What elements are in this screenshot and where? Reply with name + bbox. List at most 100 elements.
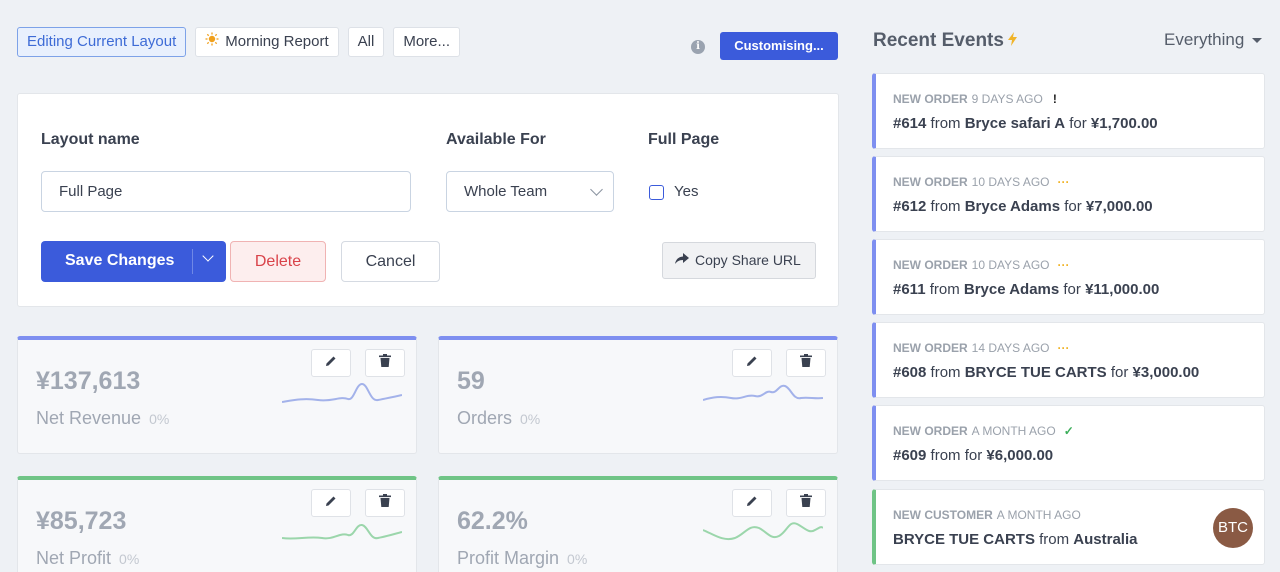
- layout-tabs: Editing Current Layout Morning Report Al…: [17, 27, 461, 57]
- metric-name: Net Profit: [36, 548, 112, 568]
- metric-card-net-profit: ¥85,723 Net Profit 0%: [17, 476, 417, 572]
- layout-name-label: Layout name: [41, 131, 140, 148]
- metric-value: ¥137,613: [36, 367, 141, 395]
- for-text: for: [1064, 198, 1082, 215]
- from-text: from: [929, 281, 960, 298]
- trash-icon: [379, 494, 391, 512]
- edit-button[interactable]: [311, 349, 351, 377]
- event-item[interactable]: NEW ORDER 10 DAYS AGO ··· #611 from Bryce …: [872, 239, 1265, 315]
- save-label: Save Changes: [65, 252, 175, 269]
- order-id: #611: [893, 281, 926, 298]
- check-icon: ✓: [1063, 424, 1074, 438]
- chevron-down-icon[interactable]: [202, 250, 214, 262]
- order-id: #612: [893, 198, 927, 215]
- event-item[interactable]: NEW CUSTOMER A MONTH AGO BRYCE TUE CARTS …: [872, 489, 1265, 565]
- event-item[interactable]: NEW ORDER 9 DAYS AGO! #614 from Bryce saf…: [872, 73, 1265, 149]
- event-time: 9 DAYS AGO: [971, 92, 1043, 106]
- sun-icon: [205, 28, 219, 56]
- event-message: #614 from Bryce safari A for ¥1,700.00: [893, 115, 1158, 132]
- copy-share-url-button[interactable]: Copy Share URL: [662, 242, 816, 279]
- customer-name: BRYCE TUE CARTS: [964, 364, 1107, 381]
- event-item[interactable]: NEW ORDER 14 DAYS AGO ··· #608 from BRYCE …: [872, 322, 1265, 398]
- event-time: 10 DAYS AGO: [971, 258, 1050, 272]
- select-value: Whole Team: [464, 183, 548, 200]
- metric-change: 0%: [149, 411, 170, 427]
- for-text: for: [1063, 281, 1081, 298]
- metric-name-row: Profit Margin 0%: [457, 548, 587, 569]
- share-arrow-icon: [675, 243, 689, 278]
- metric-change: 0%: [520, 411, 541, 427]
- customer-name: Bryce Adams: [963, 281, 1060, 298]
- events-filter-dropdown[interactable]: Everything: [1164, 30, 1263, 50]
- customer-country: Australia: [1073, 531, 1138, 548]
- button-divider: [192, 249, 193, 274]
- available-for-select[interactable]: Whole Team: [446, 171, 614, 212]
- event-item[interactable]: NEW ORDER A MONTH AGO ✓ #609 from for ¥6,0…: [872, 405, 1265, 481]
- pending-icon: ···: [1057, 258, 1070, 272]
- customising-button[interactable]: Customising...: [720, 32, 838, 60]
- metric-change: 0%: [567, 551, 588, 567]
- for-text: for: [964, 447, 983, 464]
- metric-value: ¥85,723: [36, 507, 127, 535]
- event-message: BRYCE TUE CARTS from Australia: [893, 531, 1138, 548]
- layout-name-input[interactable]: [41, 171, 411, 212]
- tab-all[interactable]: All: [347, 27, 385, 57]
- event-time: A MONTH AGO: [971, 424, 1056, 438]
- event-header: NEW ORDER 14 DAYS AGO ···: [893, 341, 1069, 355]
- order-id: #609: [893, 447, 927, 464]
- pencil-icon: [325, 354, 337, 372]
- metric-card-net-revenue: ¥137,613 Net Revenue 0%: [17, 336, 417, 454]
- from-text: from: [930, 364, 961, 381]
- available-for-label: Available For: [446, 131, 546, 148]
- event-type: NEW ORDER: [893, 92, 968, 106]
- chevron-down-icon: [590, 183, 603, 196]
- full-page-checkbox[interactable]: [649, 185, 664, 200]
- order-amount: ¥7,000.00: [1085, 198, 1153, 215]
- pencil-icon: [746, 494, 758, 512]
- event-type: NEW CUSTOMER: [893, 508, 993, 522]
- delete-button[interactable]: Delete: [230, 241, 326, 282]
- event-header: NEW ORDER 10 DAYS AGO ···: [893, 175, 1069, 189]
- tab-morning-report[interactable]: Morning Report: [195, 27, 339, 57]
- trash-icon: [800, 354, 812, 372]
- cancel-button[interactable]: Cancel: [341, 241, 440, 282]
- metric-name: Net Revenue: [36, 408, 142, 428]
- delete-widget-button[interactable]: [786, 349, 826, 377]
- pencil-icon: [746, 354, 758, 372]
- tab-more[interactable]: More...: [393, 27, 461, 57]
- info-icon[interactable]: i: [691, 40, 705, 54]
- order-amount: ¥11,000.00: [1085, 281, 1160, 298]
- event-header: NEW ORDER 9 DAYS AGO!: [893, 92, 1057, 106]
- edit-button[interactable]: [311, 489, 351, 517]
- tab-label: Morning Report: [225, 33, 329, 50]
- lightning-icon: [1008, 32, 1017, 51]
- full-page-checkbox-label[interactable]: Yes: [674, 183, 699, 200]
- for-text: for: [1069, 115, 1087, 132]
- edit-button[interactable]: [732, 489, 772, 517]
- filter-value: Everything: [1164, 30, 1245, 49]
- edit-button[interactable]: [732, 349, 772, 377]
- avatar[interactable]: BTC: [1213, 508, 1253, 548]
- from-text: from: [930, 447, 961, 464]
- event-time: A MONTH AGO: [996, 508, 1081, 522]
- revenue-sparkline: [282, 382, 402, 403]
- event-type: NEW ORDER: [893, 341, 968, 355]
- share-label: Copy Share URL: [695, 252, 801, 268]
- event-header: NEW ORDER A MONTH AGO ✓: [893, 424, 1074, 438]
- margin-sparkline: [703, 522, 823, 540]
- event-time: 14 DAYS AGO: [971, 341, 1050, 355]
- save-changes-button[interactable]: Save Changes: [41, 241, 226, 282]
- delete-widget-button[interactable]: [365, 489, 405, 517]
- tab-editing-current-layout[interactable]: Editing Current Layout: [17, 27, 187, 57]
- event-item[interactable]: NEW ORDER 10 DAYS AGO ··· #612 from Bryce …: [872, 156, 1265, 232]
- metric-value: 62.2%: [457, 507, 528, 535]
- event-time: 10 DAYS AGO: [971, 175, 1050, 189]
- delete-widget-button[interactable]: [365, 349, 405, 377]
- event-header: NEW ORDER 10 DAYS AGO ···: [893, 258, 1069, 272]
- caret-down-icon: [1252, 38, 1263, 44]
- metric-name-row: Orders 0%: [457, 408, 540, 429]
- pencil-icon: [325, 494, 337, 512]
- delete-widget-button[interactable]: [786, 489, 826, 517]
- metric-card-orders: 59 Orders 0%: [438, 336, 838, 454]
- order-id: #608: [893, 364, 927, 381]
